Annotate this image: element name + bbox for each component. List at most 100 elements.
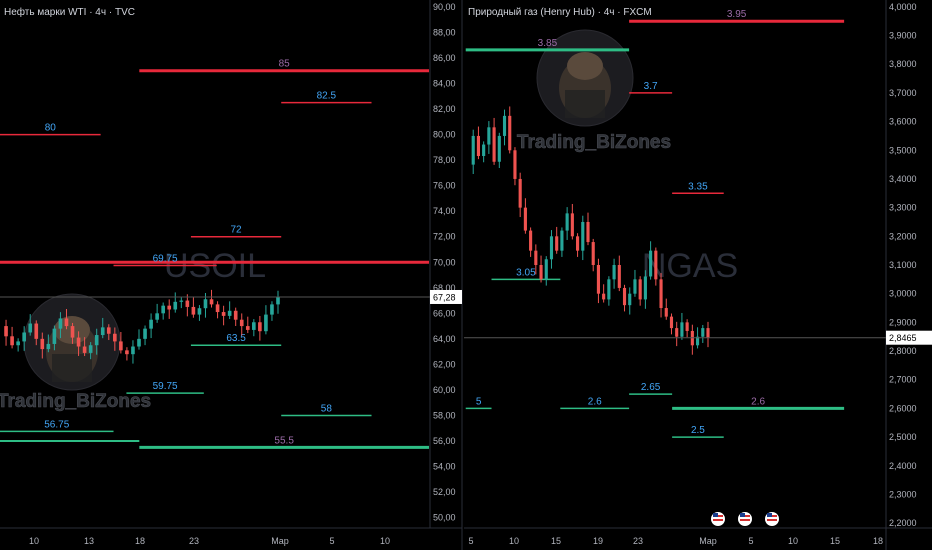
candle-body bbox=[155, 313, 159, 320]
x-tick-label: 10 bbox=[788, 536, 798, 546]
candle-body bbox=[34, 323, 39, 339]
candle-body bbox=[706, 328, 710, 338]
candle-body bbox=[52, 328, 57, 344]
candle-body bbox=[659, 279, 663, 309]
y-tick-label: 50,00 bbox=[433, 513, 456, 523]
y-tick-label: 3,4000 bbox=[889, 174, 917, 184]
candle-body bbox=[680, 322, 684, 337]
candle-body bbox=[581, 221, 585, 251]
y-tick-label: 2,7000 bbox=[889, 375, 917, 385]
candle-body bbox=[560, 230, 564, 251]
candle-body bbox=[549, 236, 554, 260]
level-label: 5 bbox=[476, 396, 482, 407]
level-label: 72 bbox=[231, 225, 243, 236]
x-tick-label: 5 bbox=[468, 536, 473, 546]
level-label: 56.75 bbox=[44, 419, 69, 430]
x-tick-label: 5 bbox=[329, 536, 334, 546]
candle-body bbox=[476, 135, 480, 157]
y-tick-label: 2,4000 bbox=[889, 461, 917, 471]
candle-body bbox=[643, 276, 647, 300]
candle-body bbox=[612, 265, 616, 280]
us-event-flag-icon[interactable] bbox=[711, 512, 725, 526]
candle-body bbox=[197, 308, 202, 315]
y-tick-label: 72,00 bbox=[433, 232, 456, 242]
level-label: 2.5 bbox=[691, 425, 705, 436]
candle-body bbox=[570, 213, 574, 237]
brand-watermark: Trading_BiZones bbox=[517, 132, 671, 153]
us-event-flag-icon[interactable] bbox=[738, 512, 752, 526]
candle-body bbox=[119, 341, 123, 351]
level-label: 82.5 bbox=[317, 91, 337, 102]
last-price-tag bbox=[886, 330, 932, 345]
candle-body bbox=[143, 328, 147, 339]
level-label: 85 bbox=[279, 59, 291, 70]
candle-body bbox=[628, 293, 632, 306]
last-price-label: 2,8465 bbox=[889, 333, 917, 343]
candle-body bbox=[539, 265, 543, 280]
candle-body bbox=[544, 259, 548, 280]
candle-body bbox=[482, 144, 486, 157]
candle-body bbox=[28, 323, 33, 333]
candle-body bbox=[258, 322, 262, 332]
y-tick-label: 86,00 bbox=[433, 53, 456, 63]
y-tick-label: 3,7000 bbox=[889, 88, 917, 98]
candle-body bbox=[555, 236, 559, 251]
x-tick-label: 10 bbox=[380, 536, 390, 546]
brand-logo bbox=[536, 29, 634, 127]
candle-body bbox=[508, 115, 512, 151]
candle-body bbox=[58, 318, 63, 329]
symbol-watermark: NGAS bbox=[642, 247, 738, 285]
candle-body bbox=[70, 326, 75, 338]
level-label: 58 bbox=[321, 403, 333, 414]
candle-body bbox=[607, 279, 611, 300]
y-tick-label: 74,00 bbox=[433, 206, 456, 216]
candle-body bbox=[94, 335, 99, 346]
level-label: 80 bbox=[45, 123, 57, 134]
y-tick-label: 78,00 bbox=[433, 155, 456, 165]
us-event-flag-icon[interactable] bbox=[765, 512, 779, 526]
level-label: 55.5 bbox=[274, 435, 294, 446]
candle-body bbox=[529, 230, 533, 251]
level-label: 3.05 bbox=[516, 267, 536, 278]
level-label: 3.95 bbox=[727, 9, 747, 20]
y-tick-label: 2,6000 bbox=[889, 403, 917, 413]
candle-body bbox=[46, 343, 51, 350]
candle-body bbox=[167, 305, 172, 310]
candle-body bbox=[534, 250, 538, 265]
brand-watermark: Trading_BiZones bbox=[0, 391, 151, 412]
last-price-label: 67,28 bbox=[433, 292, 456, 302]
x-tick-label: 15 bbox=[830, 536, 840, 546]
candle-body bbox=[487, 127, 491, 145]
candle-body bbox=[638, 279, 642, 300]
x-tick-label: Мар bbox=[699, 536, 717, 546]
candle-body bbox=[633, 279, 637, 294]
candle-body bbox=[76, 337, 81, 347]
candle-body bbox=[22, 332, 26, 342]
candle-body bbox=[227, 310, 232, 316]
x-tick-label: 10 bbox=[509, 536, 519, 546]
y-tick-label: 76,00 bbox=[433, 181, 456, 191]
y-tick-label: 3,1000 bbox=[889, 260, 917, 270]
candle-body bbox=[492, 127, 496, 162]
candle-body bbox=[88, 345, 93, 353]
candle-body bbox=[64, 318, 69, 327]
candle-body bbox=[10, 336, 14, 346]
x-tick-label: 18 bbox=[135, 536, 145, 546]
y-tick-label: 58,00 bbox=[433, 410, 456, 420]
candle-body bbox=[591, 242, 595, 265]
candle-body bbox=[586, 221, 590, 243]
y-tick-label: 90,00 bbox=[433, 2, 456, 12]
y-tick-label: 4,0000 bbox=[889, 2, 917, 12]
candle-body bbox=[596, 265, 600, 294]
candle-body bbox=[203, 299, 208, 309]
chart-title: Природный газ (Henry Hub) · 4ч · FXCM bbox=[468, 7, 652, 18]
level-label: 3.85 bbox=[538, 38, 558, 49]
candle-body bbox=[239, 319, 244, 327]
candle-body bbox=[701, 328, 705, 337]
candle-body bbox=[209, 299, 214, 305]
candle-body bbox=[137, 338, 141, 347]
y-tick-label: 3,2000 bbox=[889, 231, 917, 241]
candle-body bbox=[221, 312, 226, 316]
candle-body bbox=[523, 207, 527, 231]
y-tick-label: 64,00 bbox=[433, 334, 456, 344]
